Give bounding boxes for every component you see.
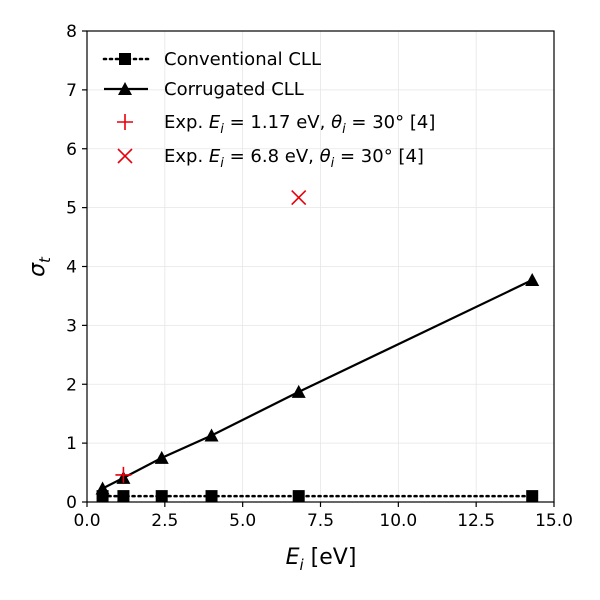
y-tick-label: 3 [66,316,77,336]
legend-label-part: i [220,122,224,137]
y-tick-label: 4 [66,258,77,278]
data-point [525,273,540,287]
data-point [117,490,130,503]
x-tick-label: 5.0 [229,511,256,531]
y-axis-label-symbol: σ [25,262,50,277]
legend-label: Exp. Ei = 6.8 eV, θi = 30° [4] [164,146,424,171]
data-point [204,428,219,442]
legend-label-part: = 30° [4] [346,112,436,133]
axis-ticks: 0.0 2.5 5.0 7.5 10.0 12.5 15.0 0 1 2 3 4 5 6 7 8 [66,22,573,531]
legend-label-part: E [209,112,221,133]
x-axis-label-symbol: E [286,545,300,570]
x-tick-label: 15.0 [535,511,573,531]
legend-entry: Exp. Ei = 6.8 eV, θi = 30° [4] [117,146,424,171]
legend-entry: Conventional CLL [102,49,321,70]
series-1 [95,273,540,495]
series-3 [291,190,307,206]
y-tick-label: 1 [66,434,77,454]
y-tick-label: 0 [66,493,77,513]
y-tick-label: 5 [66,199,77,219]
x-tick-label: 10.0 [379,511,417,531]
x-axis-label-subscript: i [299,556,304,574]
legend-label-part: = 1.17 eV, [224,112,331,133]
x-tick-label: 0.0 [73,511,100,531]
legend-label-part: i [342,122,346,137]
x-tick-label: 12.5 [457,511,495,531]
legend-label-part: Exp. [164,112,209,133]
legend-entry: Exp. Ei = 1.17 eV, θi = 30° [4] [117,112,435,137]
legend-marker [118,82,132,95]
data-point [205,490,218,503]
data-point [291,190,307,206]
legend-label-part: = 30° [4] [334,146,424,167]
x-tick-label: 7.5 [307,511,334,531]
data-point [291,384,306,398]
legend-marker [117,148,133,164]
legend-label-part: θ [331,112,342,133]
data-point [526,490,539,503]
series-layer [95,190,540,503]
y-axis-label: σt [25,256,54,277]
data-point [95,481,110,495]
y-tick-label: 6 [66,140,77,160]
legend-label: Exp. Ei = 1.17 eV, θi = 30° [4] [164,112,435,137]
y-tick-label: 2 [66,375,77,395]
data-point [155,490,168,503]
legend-label-part: = 6.8 eV, [224,146,320,167]
legend-label-part: i [331,156,335,171]
legend-label-part: E [209,146,221,167]
legend-label-part: θ [320,146,331,167]
x-axis-label: Ei [eV] [286,545,357,574]
legend-label-part: i [220,156,224,171]
legend-marker [119,53,131,65]
x-axis-label-unit: [eV] [304,545,357,570]
y-tick-label: 8 [66,22,77,42]
data-point [115,466,132,483]
legend-label-part: Exp. [164,146,209,167]
data-point [154,450,169,464]
legend-marker [117,114,133,130]
y-tick-label: 7 [66,81,77,101]
legend: Conventional CLL Corrugated CLL Exp. Ei = … [102,49,435,171]
legend-label: Corrugated CLL [164,79,304,100]
legend-label: Conventional CLL [164,49,321,70]
data-point [292,490,305,503]
legend-entry: Corrugated CLL [104,79,304,100]
y-axis-label-subscript: t [36,256,54,263]
x-tick-label: 2.5 [151,511,178,531]
series-0 [96,490,539,503]
series-2 [115,466,132,483]
